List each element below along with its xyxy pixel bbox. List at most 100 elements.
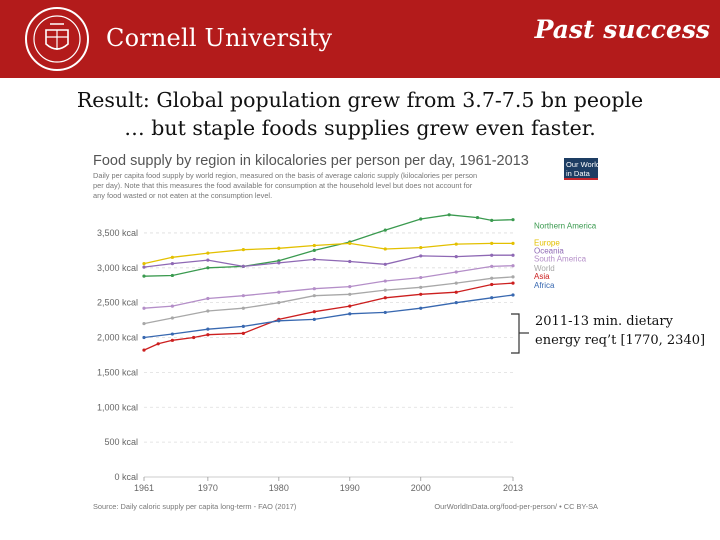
data-point — [511, 218, 515, 222]
series-line-asia — [143, 282, 514, 351]
chart-title: Food supply by region in kilocalories pe… — [93, 153, 529, 169]
x-tick-label: 1961 — [134, 483, 154, 493]
data-point — [277, 319, 281, 323]
data-point — [454, 290, 458, 294]
owid-logo-line-1: Our World — [566, 160, 600, 169]
data-point — [383, 228, 387, 232]
y-tick-label: 2,500 kcal — [97, 298, 138, 308]
data-point — [170, 332, 174, 336]
data-point — [192, 335, 196, 340]
brand-name: Cornell University — [106, 24, 333, 52]
data-point — [277, 301, 281, 305]
data-point — [490, 282, 494, 287]
grid-lines — [144, 232, 513, 478]
data-point — [454, 281, 458, 285]
y-tick-label: 1,000 kcal — [97, 402, 138, 412]
dietary-requirement-note: 2011-13 min. dietary energy req’t [1770,… — [535, 312, 705, 350]
data-point — [156, 342, 160, 346]
series-line-europe — [143, 242, 513, 265]
data-point — [142, 335, 146, 340]
data-point — [383, 310, 387, 315]
chart-license: OurWorldInData.org/food-per-person/ • CC… — [434, 502, 598, 511]
series-label: Northern America — [534, 221, 597, 230]
data-point — [312, 287, 316, 291]
data-point — [419, 285, 423, 289]
headline-line-2: … but staple foods supplies grew even fa… — [124, 116, 596, 140]
x-tick-label: 1990 — [340, 483, 360, 493]
x-tick-label: 2000 — [411, 483, 431, 493]
data-point — [419, 292, 423, 296]
data-point — [383, 279, 387, 283]
data-point — [241, 294, 245, 298]
x-tick-label: 1980 — [269, 483, 289, 493]
requirement-bracket — [511, 313, 529, 354]
data-point — [277, 261, 281, 265]
data-point — [206, 258, 210, 262]
data-point — [383, 288, 387, 292]
data-point — [419, 245, 423, 250]
data-point — [170, 316, 174, 320]
data-point — [170, 262, 174, 266]
series-line-africa — [143, 294, 514, 339]
data-point — [419, 217, 423, 221]
data-point — [241, 324, 245, 328]
data-point — [511, 241, 515, 245]
chart-subtitle-line-2: per day). Note that this measures the fo… — [93, 181, 473, 190]
data-point — [419, 306, 423, 310]
data-point — [206, 266, 210, 270]
data-point — [511, 253, 515, 257]
data-point — [241, 331, 245, 335]
series-label: World — [534, 264, 555, 273]
data-point — [490, 241, 494, 245]
y-tick-label: 500 kcal — [104, 437, 138, 447]
data-point — [170, 304, 174, 308]
data-point — [454, 255, 458, 259]
data-point — [475, 215, 480, 220]
y-tick-label: 1,500 kcal — [97, 367, 138, 377]
data-point — [206, 251, 210, 255]
data-point — [348, 304, 352, 308]
data-point — [490, 253, 494, 257]
headline: Result: Global population grew from 3.7-… — [0, 86, 720, 142]
data-point — [170, 255, 174, 259]
data-point — [142, 306, 146, 310]
data-point — [142, 265, 146, 269]
data-point — [241, 248, 245, 252]
data-point — [206, 327, 210, 331]
x-tick-label: 2013 — [503, 483, 523, 493]
cornell-seal-icon — [25, 7, 89, 71]
data-point — [142, 262, 146, 266]
data-point — [241, 264, 245, 268]
data-point — [454, 242, 458, 246]
data-point — [142, 274, 146, 278]
data-point — [511, 293, 515, 297]
data-point — [383, 247, 387, 251]
data-point — [348, 292, 352, 296]
data-point — [277, 290, 281, 294]
series-label: Africa — [534, 281, 555, 290]
data-point — [142, 348, 146, 352]
data-point — [511, 275, 515, 279]
data-point — [142, 321, 146, 326]
y-axis-ticks: 0 kcal 500 kcal 1,000 kcal 1,500 kcal 2,000 … — [97, 228, 138, 482]
y-tick-label: 2,000 kcal — [97, 333, 138, 343]
headline-line-1: Result: Global population grew from 3.7-… — [76, 88, 644, 112]
food-supply-chart: Food supply by region in kilocalories pe… — [93, 153, 600, 511]
data-point — [348, 285, 352, 289]
series-lines — [142, 213, 515, 352]
x-axis-ticks: 1961 1970 1980 1990 2000 2013 — [134, 477, 523, 493]
data-point — [511, 264, 515, 268]
data-point — [454, 301, 458, 305]
series-line-oceania — [143, 254, 513, 268]
data-point — [511, 281, 515, 285]
header-banner: Cornell University Past success — [0, 0, 720, 78]
data-point — [447, 213, 451, 217]
data-point — [312, 243, 316, 248]
series-label: Oceania — [534, 246, 564, 255]
data-point — [312, 317, 316, 321]
data-point — [490, 296, 494, 300]
slide-title: Past success — [534, 15, 710, 44]
data-point — [206, 309, 210, 313]
data-point — [170, 338, 174, 342]
data-point — [277, 246, 281, 250]
